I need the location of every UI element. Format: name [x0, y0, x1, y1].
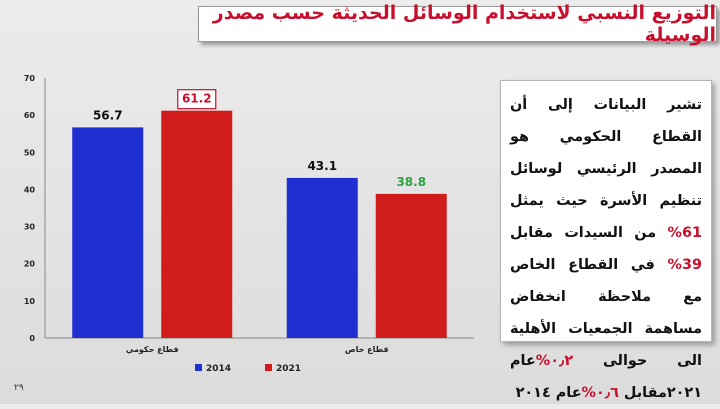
x-category-label: قطاع حكومي	[126, 345, 179, 354]
y-tick-label: 30	[24, 223, 36, 232]
bar-2021-0	[161, 110, 233, 338]
summary-part-5: عام ٢٠١٤	[515, 385, 582, 401]
highlight-ngo-2014: ٠٫٦%	[581, 385, 619, 401]
summary-text: تشير البيانات إلى أن القطاع الحكومي هو ا…	[510, 89, 702, 409]
data-label-2021-1: 38.8	[396, 175, 426, 189]
highlight-private-share: 39%	[667, 257, 702, 273]
legend-label-2021: 2021	[276, 364, 301, 374]
bar-2021-1	[375, 193, 447, 338]
highlight-government-share: 61%	[667, 225, 702, 241]
summary-box: تشير البيانات إلى أن القطاع الحكومي هو ا…	[500, 80, 712, 401]
bar-2014-0	[72, 127, 144, 339]
legend-swatch-2014	[195, 364, 202, 371]
highlight-ngo-2021: ٠٫٢%	[535, 353, 574, 369]
data-label-box	[177, 89, 217, 110]
bar-chart: 0 10 20 30 40 50 60 70 56.7 61.2 قطاع حكومي 43.1 38.…	[24, 74, 474, 374]
bar-2014-1	[286, 177, 358, 338]
legend-label-2014: 2014	[206, 364, 231, 374]
summary-part-3: في القطاع الخاص مع ملاحظة انخفاض مساهمة …	[510, 257, 702, 369]
y-tick-label: 50	[24, 148, 36, 157]
legend-swatch-2021	[265, 364, 272, 371]
page-number: ٢٩	[14, 383, 24, 393]
y-tick-label: 70	[24, 74, 36, 83]
page-title: التوزيع النسبي لاستخدام الوسائل الحديثة …	[212, 2, 716, 46]
data-label-2014-1: 43.1	[307, 159, 337, 173]
y-tick-label: 0	[29, 334, 35, 343]
y-tick-label: 10	[24, 297, 36, 306]
data-label-2021-0: 61.2	[182, 92, 212, 106]
y-tick-label: 40	[24, 185, 36, 194]
summary-part-2: من السيدات مقابل	[510, 225, 668, 241]
x-category-label: قطاع خاص	[345, 345, 389, 355]
y-tick-label: 60	[24, 111, 36, 120]
y-tick-label: 20	[24, 260, 36, 269]
summary-part-1: تشير البيانات إلى أن القطاع الحكومي هو ا…	[510, 97, 702, 209]
title-box: التوزيع النسبي لاستخدام الوسائل الحديثة …	[198, 2, 717, 46]
summary-part-4: عام ٢٠٢١مقابل	[510, 353, 702, 401]
data-label-2014-0: 56.7	[93, 108, 123, 122]
